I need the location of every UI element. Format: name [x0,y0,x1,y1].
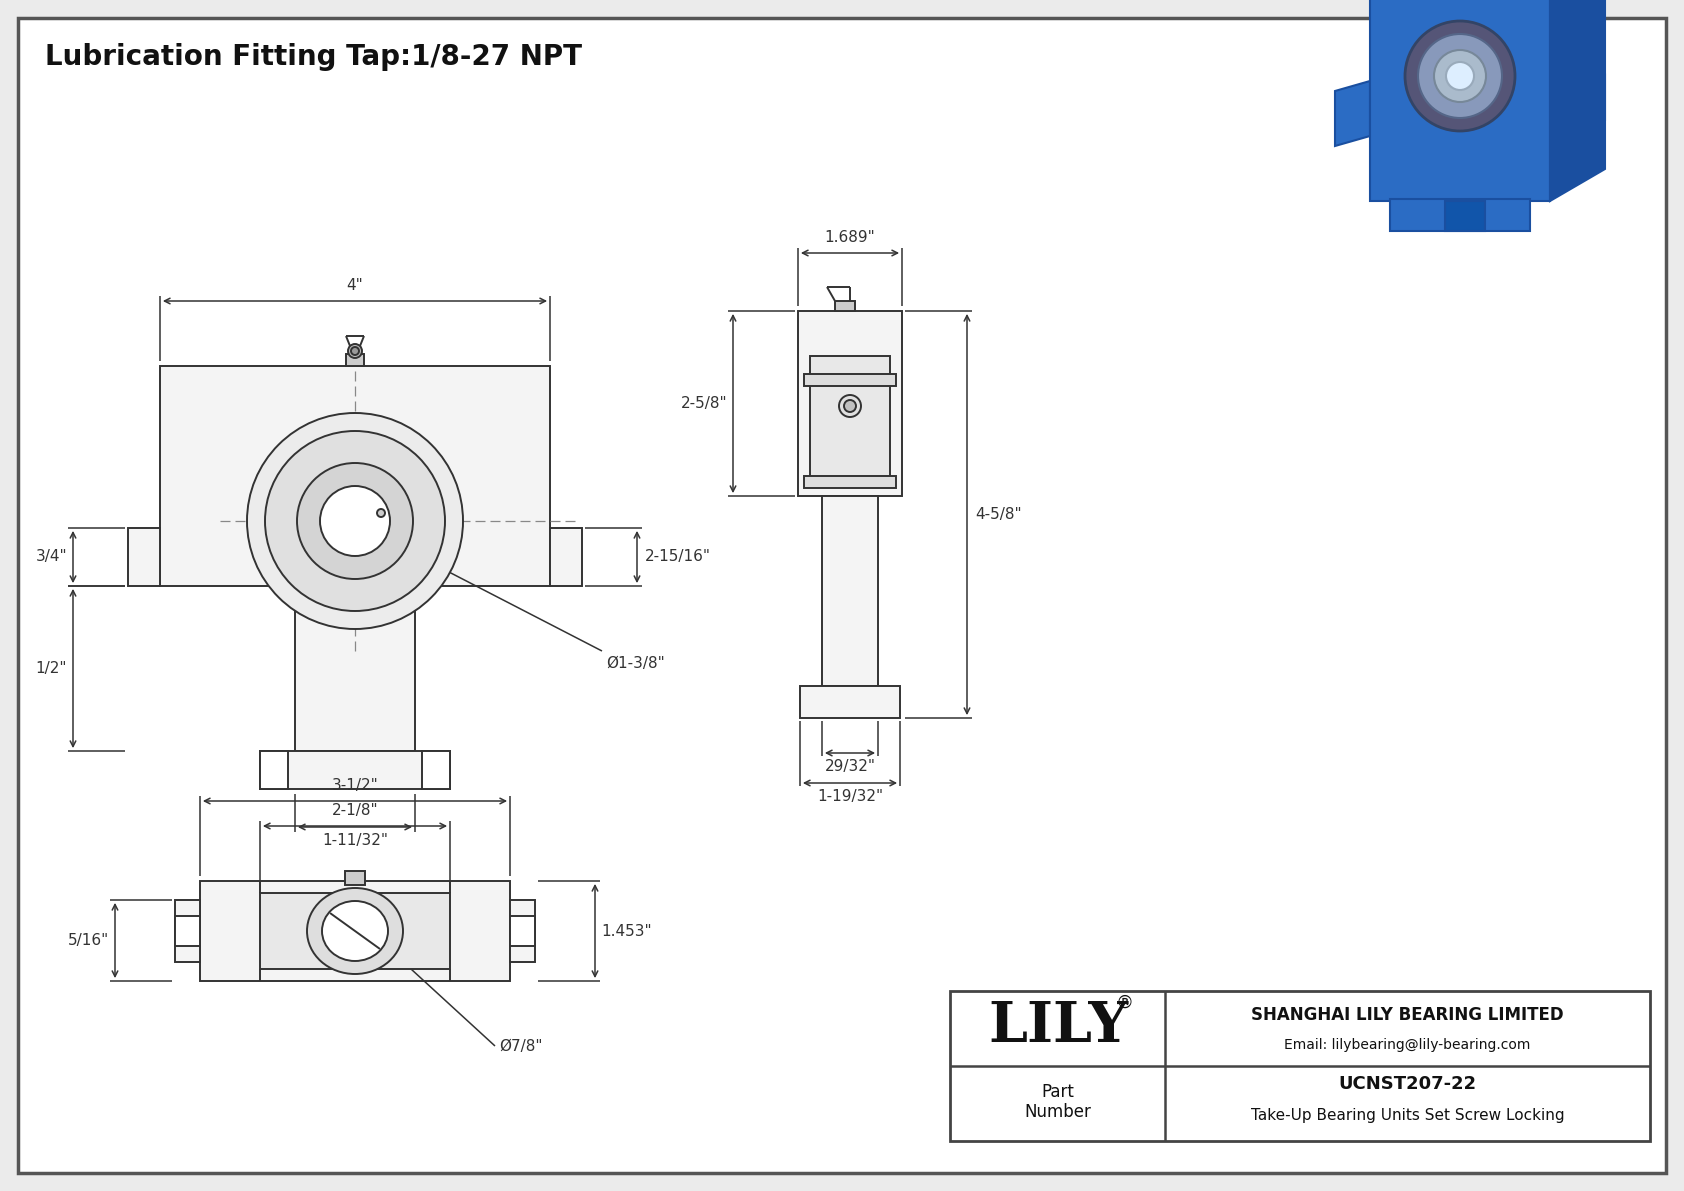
Circle shape [844,400,855,412]
Circle shape [1447,62,1474,91]
Text: UCNST207-22: UCNST207-22 [1339,1075,1477,1093]
Circle shape [320,486,391,556]
Bar [259,752,450,788]
Bar [1371,0,1549,201]
Ellipse shape [322,902,387,961]
Bar [798,311,903,495]
Text: 1/2": 1/2" [35,661,67,676]
Bar [200,881,510,981]
Circle shape [248,413,463,629]
Circle shape [349,344,362,358]
Text: 4": 4" [347,278,364,293]
Text: 1-11/32": 1-11/32" [322,833,387,848]
Text: SHANGHAI LILY BEARING LIMITED: SHANGHAI LILY BEARING LIMITED [1251,1006,1564,1024]
Polygon shape [1389,169,1585,201]
Text: 3-1/2": 3-1/2" [332,778,379,793]
Text: 2-1/8": 2-1/8" [332,803,379,818]
Text: 1.453": 1.453" [601,923,652,939]
Bar [822,495,877,686]
Circle shape [264,431,445,611]
Text: LILY: LILY [989,999,1128,1054]
Text: Ø1-3/8": Ø1-3/8" [606,656,665,671]
Bar [551,528,583,586]
Circle shape [377,509,386,517]
Bar [803,476,896,488]
Circle shape [839,395,861,417]
Text: 1-19/32": 1-19/32" [817,788,882,804]
Text: 3/4": 3/4" [35,549,67,565]
Bar [950,991,1650,1141]
Bar [800,686,899,718]
Bar [803,374,896,386]
Text: Ø7/8": Ø7/8" [498,1039,542,1054]
Text: 5/16": 5/16" [67,933,109,948]
Text: Take-Up Bearing Units Set Screw Locking: Take-Up Bearing Units Set Screw Locking [1251,1108,1564,1123]
Bar [510,900,536,962]
Polygon shape [1549,0,1605,201]
Bar [295,586,414,752]
Text: Part
Number: Part Number [1024,1083,1091,1122]
Circle shape [1435,50,1485,102]
Bar [835,301,855,311]
Bar [345,871,365,885]
Text: 4-5/8": 4-5/8" [975,507,1022,522]
Bar [175,900,200,962]
Text: Email: lilybearing@lily-bearing.com: Email: lilybearing@lily-bearing.com [1285,1039,1531,1052]
Text: 29/32": 29/32" [825,759,876,774]
Polygon shape [1549,75,1605,136]
Bar [345,354,364,366]
Text: 2-5/8": 2-5/8" [680,395,727,411]
Text: 2-15/16": 2-15/16" [645,549,711,565]
Bar [259,893,450,969]
Text: 1.689": 1.689" [825,230,876,245]
Bar [1445,201,1485,231]
Bar [510,916,536,946]
Circle shape [1418,35,1502,118]
Text: ®: ® [1116,994,1133,1012]
Polygon shape [1335,81,1371,146]
Bar [259,752,288,788]
Text: Lubrication Fitting Tap:1/8-27 NPT: Lubrication Fitting Tap:1/8-27 NPT [45,43,583,71]
Circle shape [296,463,413,579]
Bar [423,752,450,788]
Circle shape [350,347,359,355]
Bar [175,916,200,946]
Ellipse shape [306,888,402,974]
Bar [128,528,160,586]
Bar [810,356,891,481]
Bar [160,366,551,586]
Bar [1389,199,1531,231]
Circle shape [1404,21,1516,131]
